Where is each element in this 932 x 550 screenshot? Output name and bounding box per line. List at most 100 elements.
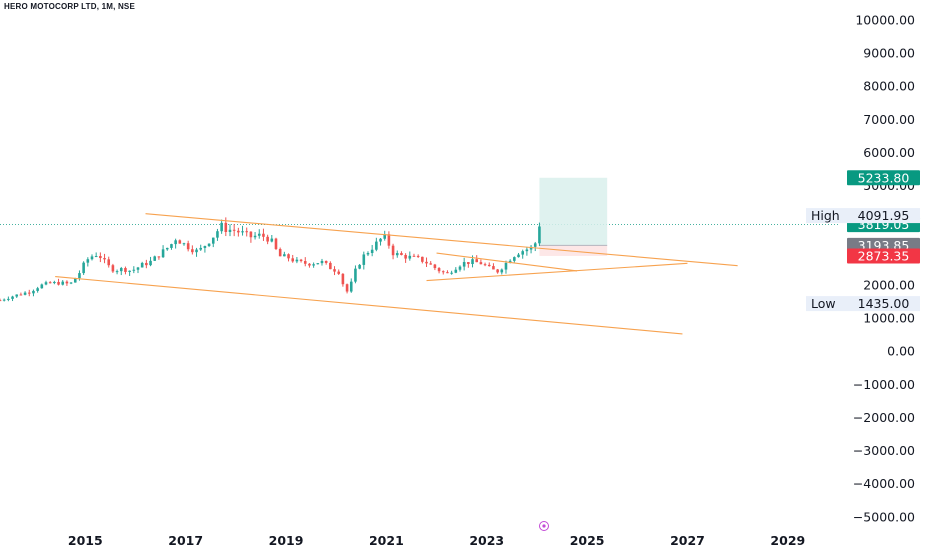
candle [53, 280, 56, 285]
candle [94, 252, 98, 258]
candle [19, 292, 23, 296]
candle [107, 256, 111, 268]
candle-body [0, 300, 2, 302]
candle [483, 262, 487, 267]
candle [27, 289, 31, 297]
candle [433, 263, 437, 271]
candle-body [111, 265, 115, 272]
candle [291, 254, 295, 263]
high-label-name: High [811, 208, 840, 223]
candle [370, 244, 374, 257]
candle-body [61, 281, 65, 285]
candle [487, 262, 491, 267]
candle-body [379, 238, 382, 242]
candle-body [99, 256, 102, 259]
y-tick-label: 8000.00 [863, 79, 915, 94]
candle [119, 266, 123, 276]
candle [241, 225, 244, 236]
candle [316, 263, 320, 265]
y-tick-label: 7000.00 [863, 112, 915, 127]
candle [425, 257, 428, 267]
candle-body [387, 234, 391, 246]
candle [454, 267, 458, 274]
candle-body [395, 253, 399, 256]
y-tick-label: 10000.00 [855, 12, 915, 27]
candle-body [195, 249, 198, 253]
candle [362, 251, 366, 270]
x-tick-label: 2025 [570, 533, 605, 548]
candle-body [408, 255, 412, 259]
candle-body [433, 264, 437, 269]
candle-body [278, 249, 282, 257]
candle [408, 251, 412, 261]
price-tag-stop: 2873.35 [847, 248, 920, 264]
candle [0, 298, 2, 302]
high-label-value: 4091.95 [858, 208, 910, 223]
candle-body [128, 270, 131, 272]
candle [90, 254, 94, 261]
candle-body [199, 247, 203, 250]
candle [404, 253, 407, 263]
candle [395, 250, 399, 258]
candle-body [416, 255, 420, 257]
candle [40, 283, 44, 289]
candle-body [203, 246, 207, 248]
candle [170, 243, 173, 250]
candle-body [57, 281, 60, 285]
candle [529, 244, 533, 254]
candle-body [186, 243, 190, 250]
candle-body [136, 267, 140, 270]
candle-body [517, 254, 520, 258]
candle-body [157, 256, 161, 258]
y-tick-label: 0.00 [887, 344, 915, 359]
candle [421, 256, 424, 264]
candle-body [207, 243, 211, 247]
candle-body [149, 260, 152, 266]
candle [437, 267, 441, 274]
candle [128, 270, 131, 276]
candle-body [257, 233, 261, 236]
candle [517, 252, 520, 258]
candle-body [211, 237, 215, 244]
candle-body [425, 261, 428, 264]
candle [412, 253, 416, 257]
candle-body [492, 266, 495, 270]
candle-body [245, 231, 249, 233]
candle [266, 234, 269, 245]
candle-body [165, 247, 169, 250]
candle [462, 257, 466, 271]
trendline [436, 252, 578, 272]
candle [303, 257, 307, 267]
candle-body [291, 258, 295, 262]
candle-body [27, 292, 31, 294]
candle [2, 298, 6, 302]
candle [345, 283, 349, 294]
candle-body [48, 282, 52, 284]
low-label-name: Low [811, 296, 836, 311]
candle [99, 252, 102, 263]
candle-body [400, 253, 403, 255]
low-label: Low 1435.00 [806, 296, 920, 312]
y-tick-label: −4000.00 [853, 476, 915, 491]
candle-body [19, 294, 23, 296]
price-tag-label: 2873.35 [858, 248, 910, 263]
candle [257, 229, 261, 239]
candle-body [7, 298, 10, 300]
candle-body [44, 282, 48, 285]
candle [375, 237, 378, 252]
candle [15, 294, 19, 298]
candle-body [487, 264, 491, 267]
candle-body [366, 253, 370, 255]
candle-body [115, 271, 119, 273]
candle [446, 270, 449, 274]
candle [61, 280, 65, 286]
candle [195, 247, 198, 257]
candle-body [375, 241, 378, 250]
x-tick-label: 2023 [469, 533, 504, 548]
candle-body [36, 288, 39, 291]
candle-body [241, 231, 244, 233]
candle [103, 253, 106, 264]
candle [178, 239, 182, 244]
candle [324, 260, 328, 265]
